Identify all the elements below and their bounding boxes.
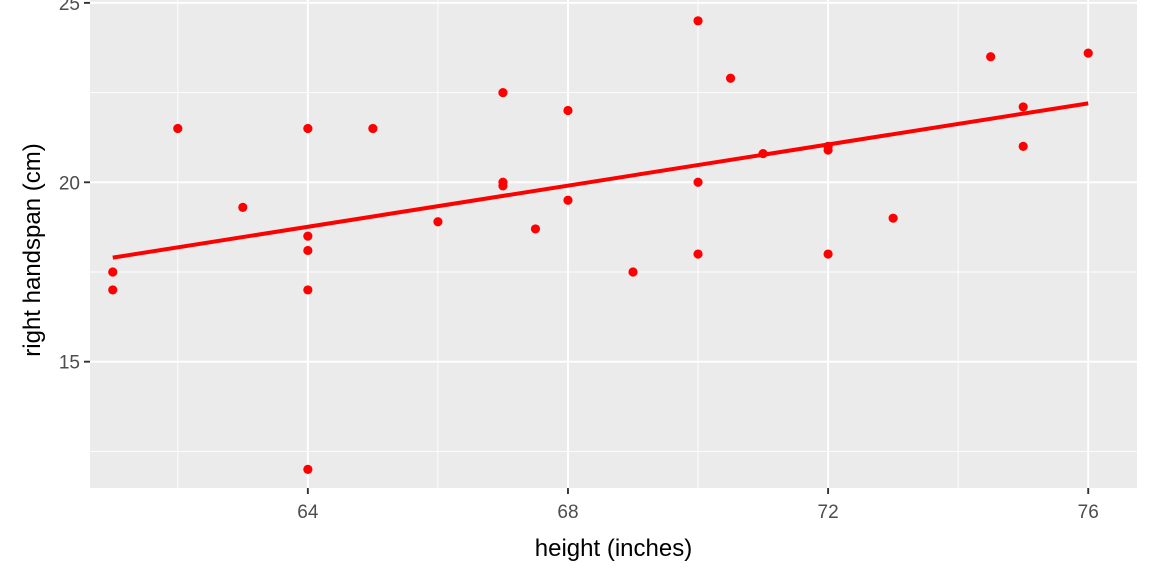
- data-point: [303, 464, 313, 474]
- data-point: [303, 285, 313, 295]
- data-point: [1083, 48, 1093, 58]
- data-point: [823, 249, 833, 259]
- data-point: [498, 181, 508, 191]
- data-point: [108, 285, 118, 295]
- data-point: [1018, 102, 1028, 112]
- points-layer: [108, 16, 1093, 474]
- data-point: [498, 87, 508, 98]
- data-point: [888, 213, 898, 223]
- data-point: [693, 249, 703, 259]
- data-point: [368, 123, 378, 134]
- data-point: [1018, 141, 1028, 151]
- y-tick-label: 15: [59, 353, 80, 374]
- y-tick-label: 25: [59, 0, 80, 15]
- plot-panel: [90, 0, 1137, 488]
- data-point: [303, 123, 313, 134]
- x-axis-title: height (inches): [535, 535, 692, 562]
- data-point: [108, 267, 118, 277]
- regression-line: [112, 101, 1089, 260]
- data-point: [173, 123, 183, 134]
- fit-line-layer: [112, 101, 1089, 260]
- data-point: [563, 105, 573, 116]
- data-point: [238, 202, 248, 212]
- data-point: [628, 267, 638, 277]
- x-tick-label: 72: [818, 502, 839, 523]
- grid: [90, 0, 1137, 488]
- y-axis: 15 20 25: [59, 0, 90, 374]
- data-point: [563, 195, 573, 205]
- data-point: [693, 177, 703, 187]
- data-point: [823, 145, 833, 155]
- data-point: [303, 231, 313, 241]
- data-point: [530, 224, 541, 234]
- data-point: [693, 16, 703, 26]
- data-point: [986, 52, 996, 62]
- y-axis-title: right handspan (cm): [19, 143, 46, 356]
- data-point: [433, 217, 443, 227]
- data-point: [725, 73, 736, 83]
- x-tick-label: 64: [297, 502, 319, 523]
- x-axis: 64 68 72 76: [297, 488, 1099, 523]
- data-point: [303, 245, 313, 256]
- x-tick-label: 68: [557, 502, 578, 523]
- y-tick-label: 20: [59, 173, 80, 194]
- x-tick-label: 76: [1078, 502, 1099, 523]
- data-point: [758, 148, 768, 159]
